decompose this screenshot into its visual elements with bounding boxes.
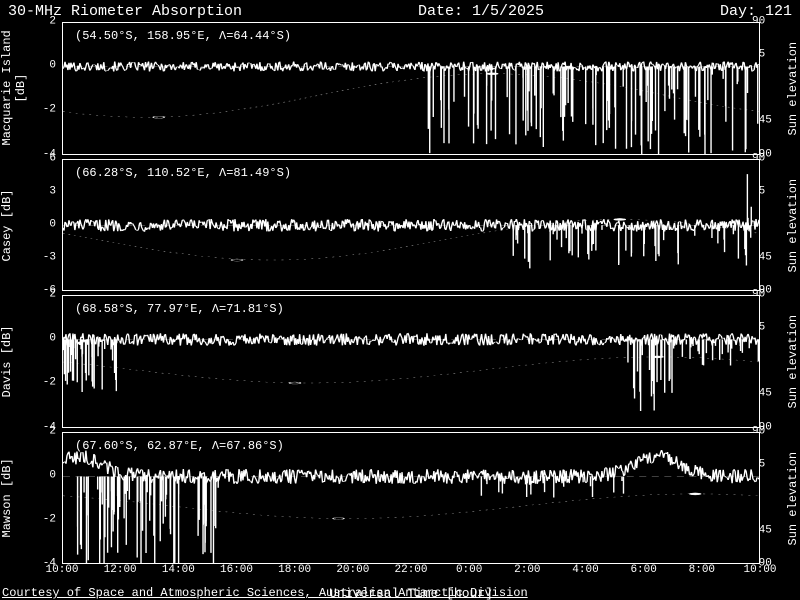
- header-bar: 30-MHz Riometer Absorption Date: 1/5/202…: [0, 0, 800, 20]
- plot-area-casey: (66.28°S, 110.52°E, Λ=81.49°S): [62, 159, 760, 292]
- y-axis-label-left: Macquarie Island [dB]: [0, 20, 14, 157]
- xtick: 14:00: [162, 564, 195, 576]
- chart-date: Date: 1/5/2025: [418, 3, 544, 20]
- xtick: 12:00: [104, 564, 137, 576]
- xtick: 10:00: [45, 564, 78, 576]
- panels-container: Macquarie Island [dB] Sun elevation [deg]…: [0, 20, 800, 566]
- panel-casey: Casey [dB]Sun elevation [deg]-6-3036-90-…: [0, 157, 800, 294]
- y-ticks-left: -6-3036: [22, 159, 56, 292]
- station-label: (67.60°S, 62.87°E, Λ=67.86°S): [75, 439, 284, 453]
- ytick-left: 0: [22, 334, 56, 345]
- xtick: 16:00: [220, 564, 253, 576]
- ytick-left: 2: [22, 17, 56, 28]
- plot-area-davis: (68.58°S, 77.97°E, Λ=71.81°S): [62, 295, 760, 428]
- y-axis-label-left: Davis [dB]: [0, 293, 14, 430]
- xtick: 0:00: [456, 564, 482, 576]
- xtick: 18:00: [278, 564, 311, 576]
- x-axis: 10:0012:0014:0016:0018:0020:0022:000:002…: [62, 564, 760, 586]
- credit-line: Courtesy of Space and Atmospheric Scienc…: [2, 586, 528, 600]
- ytick-left: 3: [22, 186, 56, 197]
- y-axis-label-right: Sun elevation [deg]: [786, 157, 800, 294]
- station-label: (68.58°S, 77.97°E, Λ=71.81°S): [75, 302, 284, 316]
- y-ticks-left: -4-202: [22, 432, 56, 565]
- xtick: 8:00: [689, 564, 715, 576]
- y-ticks-left: -4-202: [22, 22, 56, 155]
- y-axis-label-right: Sun elevation [deg]: [786, 20, 800, 157]
- ytick-left: 2: [22, 426, 56, 437]
- ytick-left: -2: [22, 378, 56, 389]
- y-axis-label-left: Mawson [dB]: [0, 430, 14, 567]
- station-label: (54.50°S, 158.95°E, Λ=64.44°S): [75, 29, 291, 43]
- panel-davis: Davis [dB]Sun elevation [deg]-4-202-90-4…: [0, 293, 800, 430]
- ytick-left: 0: [22, 219, 56, 230]
- xtick: 22:00: [394, 564, 427, 576]
- y-axis-label-right: Sun elevation [deg]: [786, 430, 800, 567]
- ytick-left: 6: [22, 153, 56, 164]
- panel-mawson: Mawson [dB]Sun elevation [deg]-4-202-90-…: [0, 430, 800, 567]
- y-axis-label-left: Casey [dB]: [0, 157, 14, 294]
- xtick: 4:00: [572, 564, 598, 576]
- ytick-left: 0: [22, 61, 56, 72]
- plot-area-macquarie: (54.50°S, 158.95°E, Λ=64.44°S): [62, 22, 760, 155]
- panel-macquarie: Macquarie Island [dB] Sun elevation [deg]…: [0, 20, 800, 157]
- plot-area-mawson: (67.60°S, 62.87°E, Λ=67.86°S): [62, 432, 760, 565]
- station-label: (66.28°S, 110.52°E, Λ=81.49°S): [75, 166, 291, 180]
- xtick: 20:00: [336, 564, 369, 576]
- xtick: 10:00: [743, 564, 776, 576]
- ytick-left: -2: [22, 514, 56, 525]
- ytick-left: 2: [22, 290, 56, 301]
- ytick-left: 0: [22, 470, 56, 481]
- xtick: 6:00: [630, 564, 656, 576]
- ytick-left: -2: [22, 105, 56, 116]
- ytick-left: -3: [22, 252, 56, 263]
- xtick: 2:00: [514, 564, 540, 576]
- y-axis-label-right: Sun elevation [deg]: [786, 293, 800, 430]
- y-ticks-left: -4-202: [22, 295, 56, 428]
